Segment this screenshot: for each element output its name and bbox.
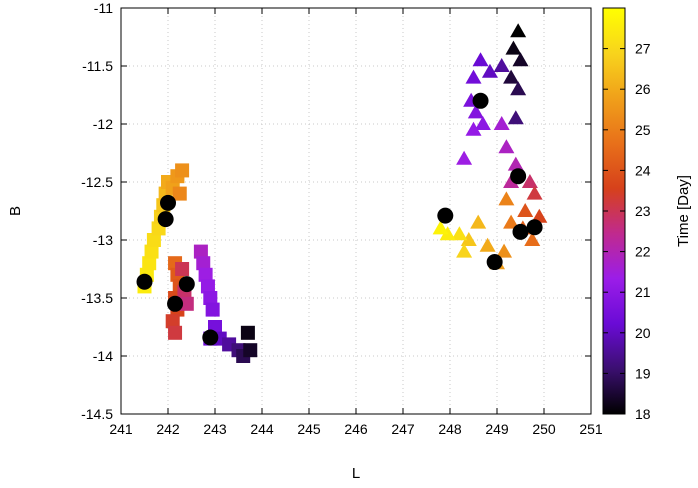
triangle-marker [496,243,513,258]
y-tick-label: -12 [93,116,113,132]
y-tick-label: -14 [93,348,113,364]
triangle-marker [472,52,489,67]
centroid-markers [136,92,543,346]
x-tick-label: 245 [297,421,321,437]
colorbar-tick-label: 25 [635,122,651,138]
triangle-marker [503,214,520,229]
square-marker [172,186,187,201]
triangle-marker [493,116,510,130]
triangle-marker [470,214,487,229]
x-axis-label: L [352,465,360,482]
triangle-marker [510,81,527,96]
triangle-marker [505,40,522,55]
square-marker [203,291,218,305]
colorbar-tick-label: 22 [635,244,651,260]
x-tick-label: 248 [438,421,462,437]
colorbar-tick-label: 18 [635,406,651,422]
colorbar-tick-label: 20 [635,325,651,341]
y-tick-label: -13.5 [81,290,113,306]
triangle-marker [498,191,515,206]
y-tick-label: -12.5 [81,174,113,190]
y-tick-label: -11.5 [82,58,113,74]
centroid-marker [136,273,153,290]
y-tick-label: -11 [94,0,113,16]
centroid-marker [437,207,454,224]
square-marker [205,302,220,317]
centroid-marker [526,219,543,236]
triangle-marker [474,116,491,130]
square-marker [243,343,258,358]
colorbar-ticks: 18 19 20 21 22 23 24 25 26 27 [603,41,651,422]
x-tick-label: 251 [579,421,603,437]
square-marker [146,233,161,247]
triangle-marker [479,237,496,252]
triangle-marker [460,232,477,246]
centroid-marker [472,92,489,109]
triangle-marker [498,139,515,154]
triangle-marker [517,203,534,217]
square-marker [175,262,190,276]
x-tick-label: 247 [391,421,415,437]
centroid-marker [178,276,195,293]
square-marker [175,163,190,178]
triangle-marker [521,174,538,188]
data-points [137,23,548,363]
centroid-marker [512,223,529,240]
square-marker [200,279,215,294]
triangle-marker [493,58,510,72]
square-marker [144,244,159,259]
colorbar-tick-label: 26 [635,81,651,97]
triangle-marker [526,185,543,200]
square-marker [193,244,208,259]
y-tick-label: -14.5 [81,406,113,422]
centroid-marker [157,211,174,228]
square-marker [168,325,183,340]
y-tick-label: -13 [93,232,113,248]
triangle-marker [465,69,482,84]
triangle-marker [510,23,527,38]
colorbar-label: Time [Day] [675,175,692,247]
triangle-marker [512,52,529,67]
triangle-marker [432,220,449,235]
x-tick-label: 246 [344,421,368,437]
colorbar-tick-label: 24 [635,162,651,178]
colorbar-tick-label: 19 [635,365,651,381]
centroid-marker [202,329,219,346]
centroid-marker [510,168,527,185]
triangle-marker [467,104,484,119]
colorbar-tick-label: 23 [635,203,651,219]
centroid-marker [160,194,176,211]
triangle-marker [456,243,473,258]
triangle-marker [507,156,524,171]
x-tick-label: 250 [532,421,556,437]
grid [120,7,592,415]
square-marker [142,256,157,271]
square-marker [240,325,255,340]
x-tick-label: 244 [250,421,274,437]
colorbar-tick-label: 21 [635,284,651,300]
centroid-marker [167,295,184,312]
triangle-marker [481,63,498,78]
square-marker [196,256,211,271]
triangle-marker [451,226,468,241]
centroid-marker [486,254,503,271]
triangle-marker [524,232,541,246]
triangle-marker [456,150,473,165]
square-marker [179,296,194,311]
axes: 241 242 243 244 245 246 247 248 249 250 251 -11 -11.… [81,0,603,437]
triangle-marker [503,69,520,84]
colorbar-tick-label: 27 [635,41,651,57]
triangle-marker [503,174,520,188]
x-tick-label: 241 [109,421,133,437]
triangle-marker [465,121,482,136]
square-marker [198,267,213,282]
x-tick-label: 249 [485,421,509,437]
x-tick-label: 242 [156,421,180,437]
y-axis-label: B [7,206,24,216]
x-tick-label: 243 [203,421,227,437]
square-marker [165,314,180,329]
triangle-marker [507,110,524,125]
